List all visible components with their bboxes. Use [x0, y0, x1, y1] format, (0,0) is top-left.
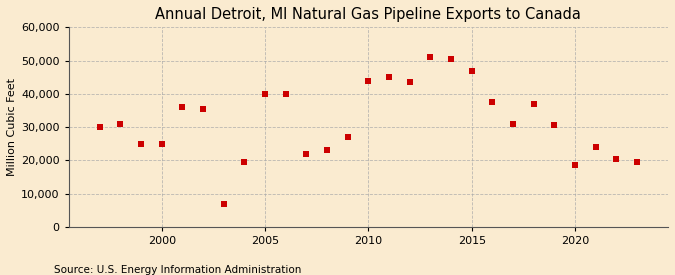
Point — [177, 105, 188, 109]
Point — [404, 80, 415, 84]
Point — [383, 75, 394, 79]
Point — [301, 152, 312, 156]
Point — [363, 78, 374, 83]
Point — [157, 142, 167, 146]
Point — [260, 92, 271, 96]
Point — [218, 202, 229, 206]
Point — [570, 163, 580, 168]
Point — [198, 107, 209, 111]
Point — [280, 92, 291, 96]
Point — [549, 123, 560, 128]
Point — [508, 122, 518, 126]
Point — [529, 102, 539, 106]
Point — [95, 125, 105, 129]
Point — [632, 160, 643, 164]
Point — [611, 156, 622, 161]
Point — [136, 142, 146, 146]
Title: Annual Detroit, MI Natural Gas Pipeline Exports to Canada: Annual Detroit, MI Natural Gas Pipeline … — [155, 7, 581, 22]
Point — [322, 148, 333, 153]
Y-axis label: Million Cubic Feet: Million Cubic Feet — [7, 78, 17, 176]
Point — [239, 160, 250, 164]
Point — [115, 122, 126, 126]
Point — [425, 55, 436, 59]
Point — [446, 57, 456, 61]
Point — [487, 100, 497, 104]
Point — [342, 135, 353, 139]
Point — [466, 68, 477, 73]
Point — [591, 145, 601, 149]
Text: Source: U.S. Energy Information Administration: Source: U.S. Energy Information Administ… — [54, 265, 301, 275]
